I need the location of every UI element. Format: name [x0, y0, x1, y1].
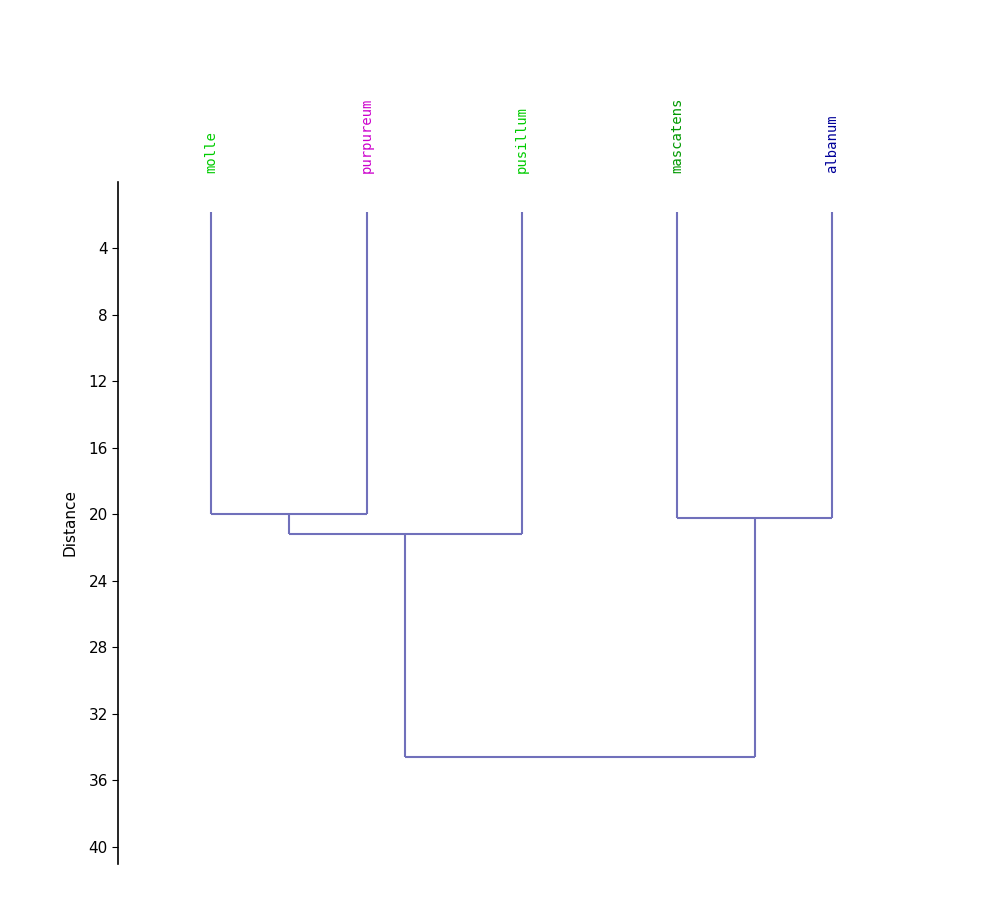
Text: purpureum: purpureum: [360, 98, 374, 174]
Text: pusillum: pusillum: [515, 106, 528, 174]
Text: mascatens: mascatens: [670, 98, 684, 174]
Text: albanum: albanum: [825, 115, 839, 174]
Text: molle: molle: [204, 132, 219, 174]
Y-axis label: Distance: Distance: [62, 489, 77, 556]
